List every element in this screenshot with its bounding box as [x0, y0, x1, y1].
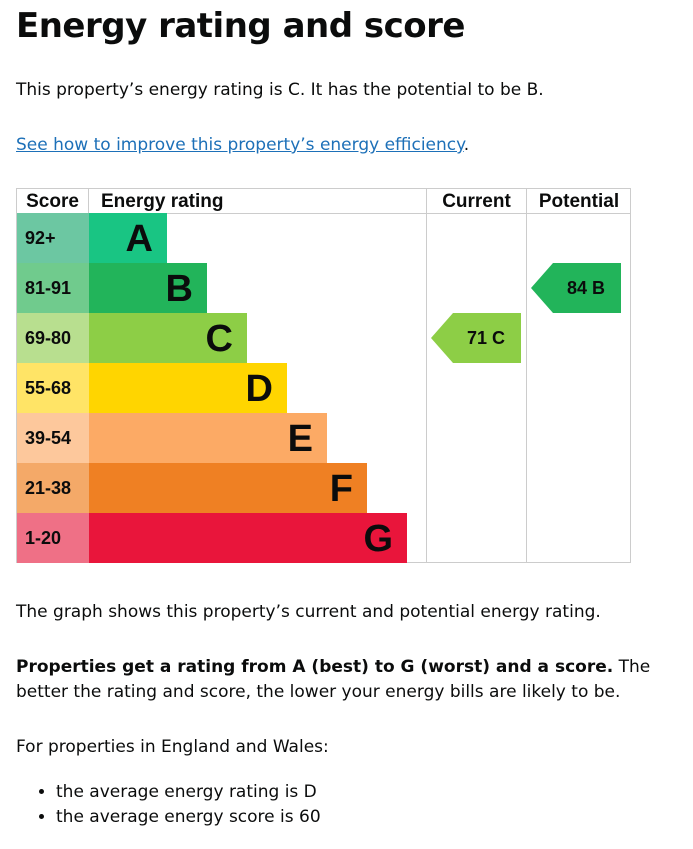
energy-rating-table: Score Energy rating Current Potential 92…	[16, 188, 631, 563]
band-score: 1-20	[17, 513, 89, 563]
band-bar: E	[89, 413, 327, 463]
link-suffix: .	[463, 135, 470, 155]
improve-paragraph: See how to improve this property’s energ…	[16, 133, 656, 158]
list-item: the average energy rating is D	[56, 780, 321, 805]
band-score: 92+	[17, 213, 89, 263]
band-score: 39-54	[17, 413, 89, 463]
header-energy-rating: Energy rating	[101, 191, 224, 212]
england-wales-text: For properties in England and Wales:	[16, 737, 329, 757]
page-title: Energy rating and score	[16, 6, 466, 46]
band-score: 81-91	[17, 263, 89, 313]
improve-link[interactable]: See how to improve this property’s energ…	[16, 135, 464, 155]
band-score: 21-38	[17, 463, 89, 513]
rating-explanation-bold: Properties get a rating from A (best) to…	[16, 657, 614, 677]
graph-note: The graph shows this property’s current …	[16, 602, 601, 622]
intro-text: This property’s energy rating is C. It h…	[16, 80, 544, 100]
band-bar: G	[89, 513, 407, 563]
band-score: 55-68	[17, 363, 89, 413]
band-bar: A	[89, 213, 167, 263]
averages-list: the average energy rating is D the avera…	[16, 780, 321, 830]
band-bar: C	[89, 313, 247, 363]
col-divider	[526, 189, 527, 562]
col-divider	[426, 189, 427, 562]
rating-explanation: Properties get a rating from A (best) to…	[16, 655, 656, 705]
header-potential: Potential	[538, 191, 620, 212]
list-item: the average energy score is 60	[56, 805, 321, 830]
header-divider	[17, 213, 630, 214]
header-current: Current	[442, 191, 511, 212]
band-bar: F	[89, 463, 367, 513]
potential-rating-arrow: 84 B	[531, 263, 621, 313]
band-bar: B	[89, 263, 207, 313]
rating-explanation-rest: The better the rating and score, the low…	[16, 657, 651, 702]
band-score: 69-80	[17, 313, 89, 363]
current-rating-arrow: 71 C	[431, 313, 521, 363]
band-bar: D	[89, 363, 287, 413]
header-score: Score	[26, 191, 79, 212]
col-divider	[88, 189, 89, 214]
